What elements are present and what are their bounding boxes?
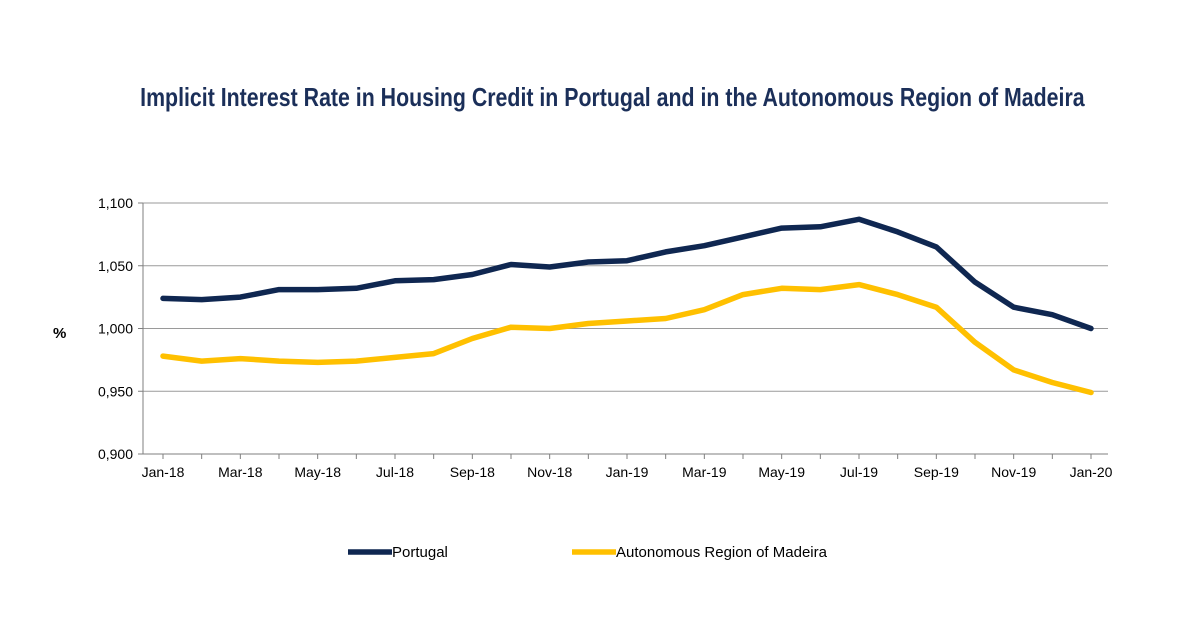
legend-label: Autonomous Region of Madeira <box>616 544 828 561</box>
x-tick-label: Jan-18 <box>142 464 185 480</box>
x-tick-label: Jan-19 <box>606 464 649 480</box>
x-tick-label: May-18 <box>294 464 341 480</box>
x-tick-label: Mar-19 <box>682 464 727 480</box>
chart-title: Implicit Interest Rate in Housing Credit… <box>140 82 1085 112</box>
y-tick-label: 1,100 <box>98 195 133 211</box>
x-axis-ticks: Jan-18 Mar-18 May-18 Jul-18 Sep-18 Nov-18 Jan-… <box>142 454 1113 480</box>
y-axis-label: % <box>53 325 66 342</box>
gridlines <box>143 202 1108 392</box>
y-tick-label: 0,950 <box>98 383 133 399</box>
x-tick-label: Mar-18 <box>218 464 263 480</box>
series-line <box>160 216 1094 332</box>
legend: Portugal Autonomous Region of Madeira <box>348 544 828 561</box>
y-axis-ticks: 0,900 0,950 1,000 1,050 1,100 <box>98 195 143 462</box>
x-tick-label: Nov-18 <box>527 464 572 480</box>
y-tick-label: 0,900 <box>98 446 133 462</box>
x-tick-label: Sep-19 <box>914 464 959 480</box>
x-tick-label: Sep-18 <box>450 464 495 480</box>
y-tick-label: 1,000 <box>98 321 133 337</box>
series-lines <box>160 216 1094 396</box>
x-tick-label: Nov-19 <box>991 464 1036 480</box>
x-tick-label: Jul-18 <box>376 464 414 480</box>
x-tick-label: May-19 <box>758 464 805 480</box>
y-tick-label: 1,050 <box>98 258 133 274</box>
legend-label: Portugal <box>392 544 448 561</box>
series-line <box>160 281 1094 396</box>
x-tick-label: Jan-20 <box>1070 464 1113 480</box>
x-tick-label: Jul-19 <box>840 464 878 480</box>
